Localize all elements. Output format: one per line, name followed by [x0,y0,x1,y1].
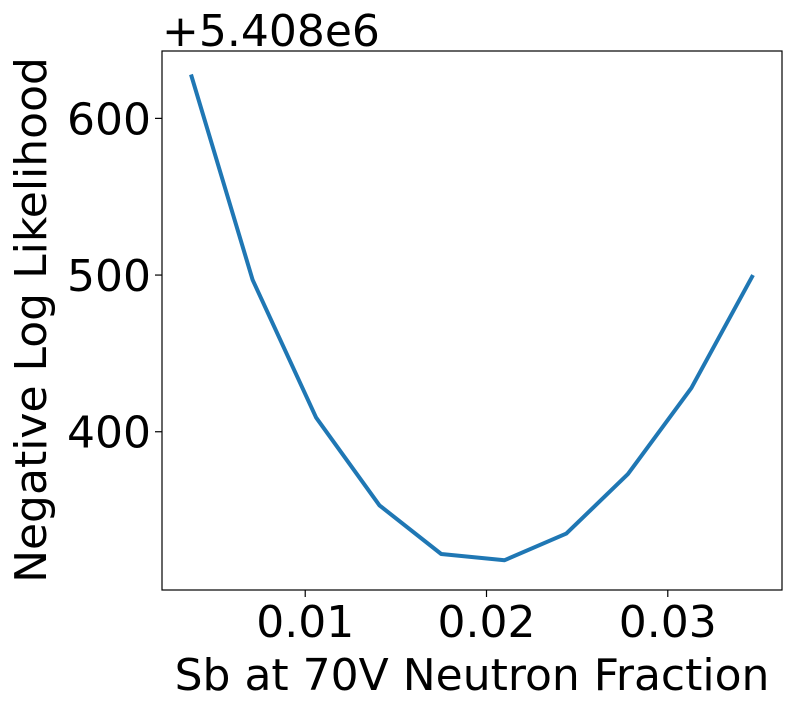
y-tick-label: 600 [67,94,151,145]
y-tick-label: 400 [67,408,151,459]
x-tick-label: 0.02 [438,597,536,648]
plot-area [161,50,783,591]
plot-layer: 0.01 0.02 0.03 400 500 600 [67,73,755,648]
x-tick-label: 0.01 [256,597,354,648]
x-axis-label: Sb at 70V Neutron Fraction [175,650,770,701]
y-tick-label: 500 [67,251,151,302]
series-line [189,73,755,563]
y-axis-label: Negative Log Likelihood [6,57,57,583]
x-tick-label: 0.03 [619,597,717,648]
y-offset-label: +5.408e6 [162,6,380,57]
